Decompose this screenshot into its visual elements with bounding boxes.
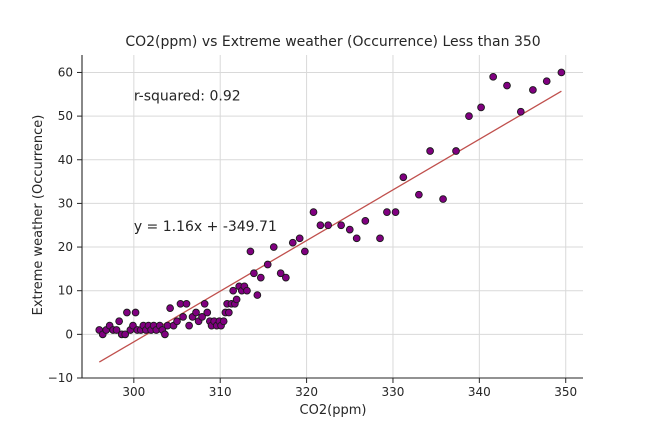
data-point [383,208,391,216]
data-point [276,269,285,278]
y-tick-label: 10 [58,284,73,298]
y-axis-label: Extreme weather (Occurrence) [31,115,46,316]
regression-equation-annotation: y = 1.16x + -349.71 [134,219,277,235]
data-point [529,86,537,94]
r-squared-annotation: r-squared: 0.92 [134,88,241,104]
data-point [198,313,206,321]
data-points [95,68,566,339]
data-point [269,243,278,251]
data-point [489,72,498,81]
data-point [295,234,304,243]
data-point [179,313,187,321]
data-point [503,81,511,90]
data-point [516,107,525,116]
data-point [219,317,228,326]
data-point [557,68,566,77]
grid-lines [82,55,583,379]
data-point [391,208,400,216]
data-point [288,238,297,247]
y-tick-label: 40 [58,153,73,167]
y-tick-label: 20 [58,240,73,254]
data-point [232,295,241,304]
data-point [309,208,318,216]
data-point [415,190,423,199]
x-tick-label: 300 [122,385,145,399]
data-point [263,260,272,269]
data-point [185,321,193,330]
x-tick-label: 350 [554,385,577,399]
data-point [465,112,473,120]
data-point [316,221,325,230]
data-point [376,234,384,243]
data-point [477,103,485,112]
data-point [246,247,255,256]
data-point [250,269,258,278]
x-tick-label: 340 [468,385,491,399]
data-point [542,77,551,86]
data-point [203,308,212,317]
data-point [324,221,333,230]
data-point [426,147,434,155]
data-point [173,317,181,326]
data-point [123,308,131,317]
data-point [229,286,238,295]
data-point [192,308,200,317]
x-tick-label: 310 [209,385,232,399]
data-point [439,195,447,203]
data-point [282,273,290,282]
x-axis-label: CO2(ppm) [300,403,367,418]
data-point [161,330,169,339]
chart-title: CO2(ppm) vs Extreme weather (Occurrence)… [125,34,540,50]
y-tick-label: 30 [58,196,73,210]
y-tick-label: 60 [58,65,73,79]
data-point [115,317,123,326]
y-tick-label: 0 [65,327,73,341]
data-point [337,221,345,230]
data-point [182,299,191,308]
data-point [112,326,121,334]
data-point [361,217,370,225]
data-point [399,173,408,182]
data-point [121,330,130,339]
data-point [452,147,460,155]
data-point [256,273,265,282]
x-tick-label: 330 [382,385,405,399]
y-tick-label: −10 [48,371,73,385]
x-tick-label: 320 [295,385,318,399]
data-point [166,304,174,313]
axes-spines [81,55,583,379]
data-point [243,286,251,295]
data-point [224,308,233,317]
data-point [131,308,140,317]
y-tick-label: 50 [58,109,73,123]
data-point [301,247,309,256]
data-point [345,225,354,234]
data-point [253,291,262,299]
data-point [200,299,209,308]
axis-ticks: 300 310 320 330 340 350 −10 0 10 20 30 40 50 60 [48,65,578,399]
data-point [352,234,361,243]
